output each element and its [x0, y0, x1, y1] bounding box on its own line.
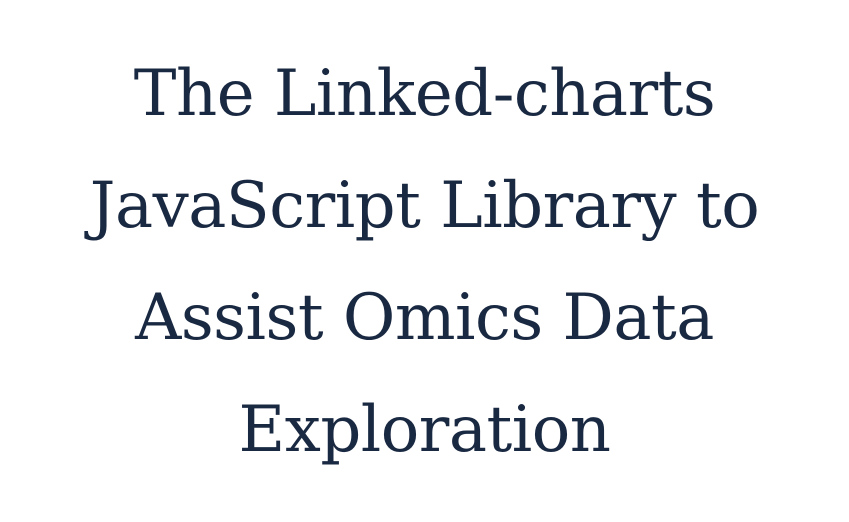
title-line-4: Exploration	[238, 393, 611, 467]
title-line-1: The Linked-charts	[133, 57, 716, 131]
title-line-2: JavaScript Library to	[89, 169, 760, 243]
title-line-3: Assist Omics Data	[135, 281, 714, 355]
